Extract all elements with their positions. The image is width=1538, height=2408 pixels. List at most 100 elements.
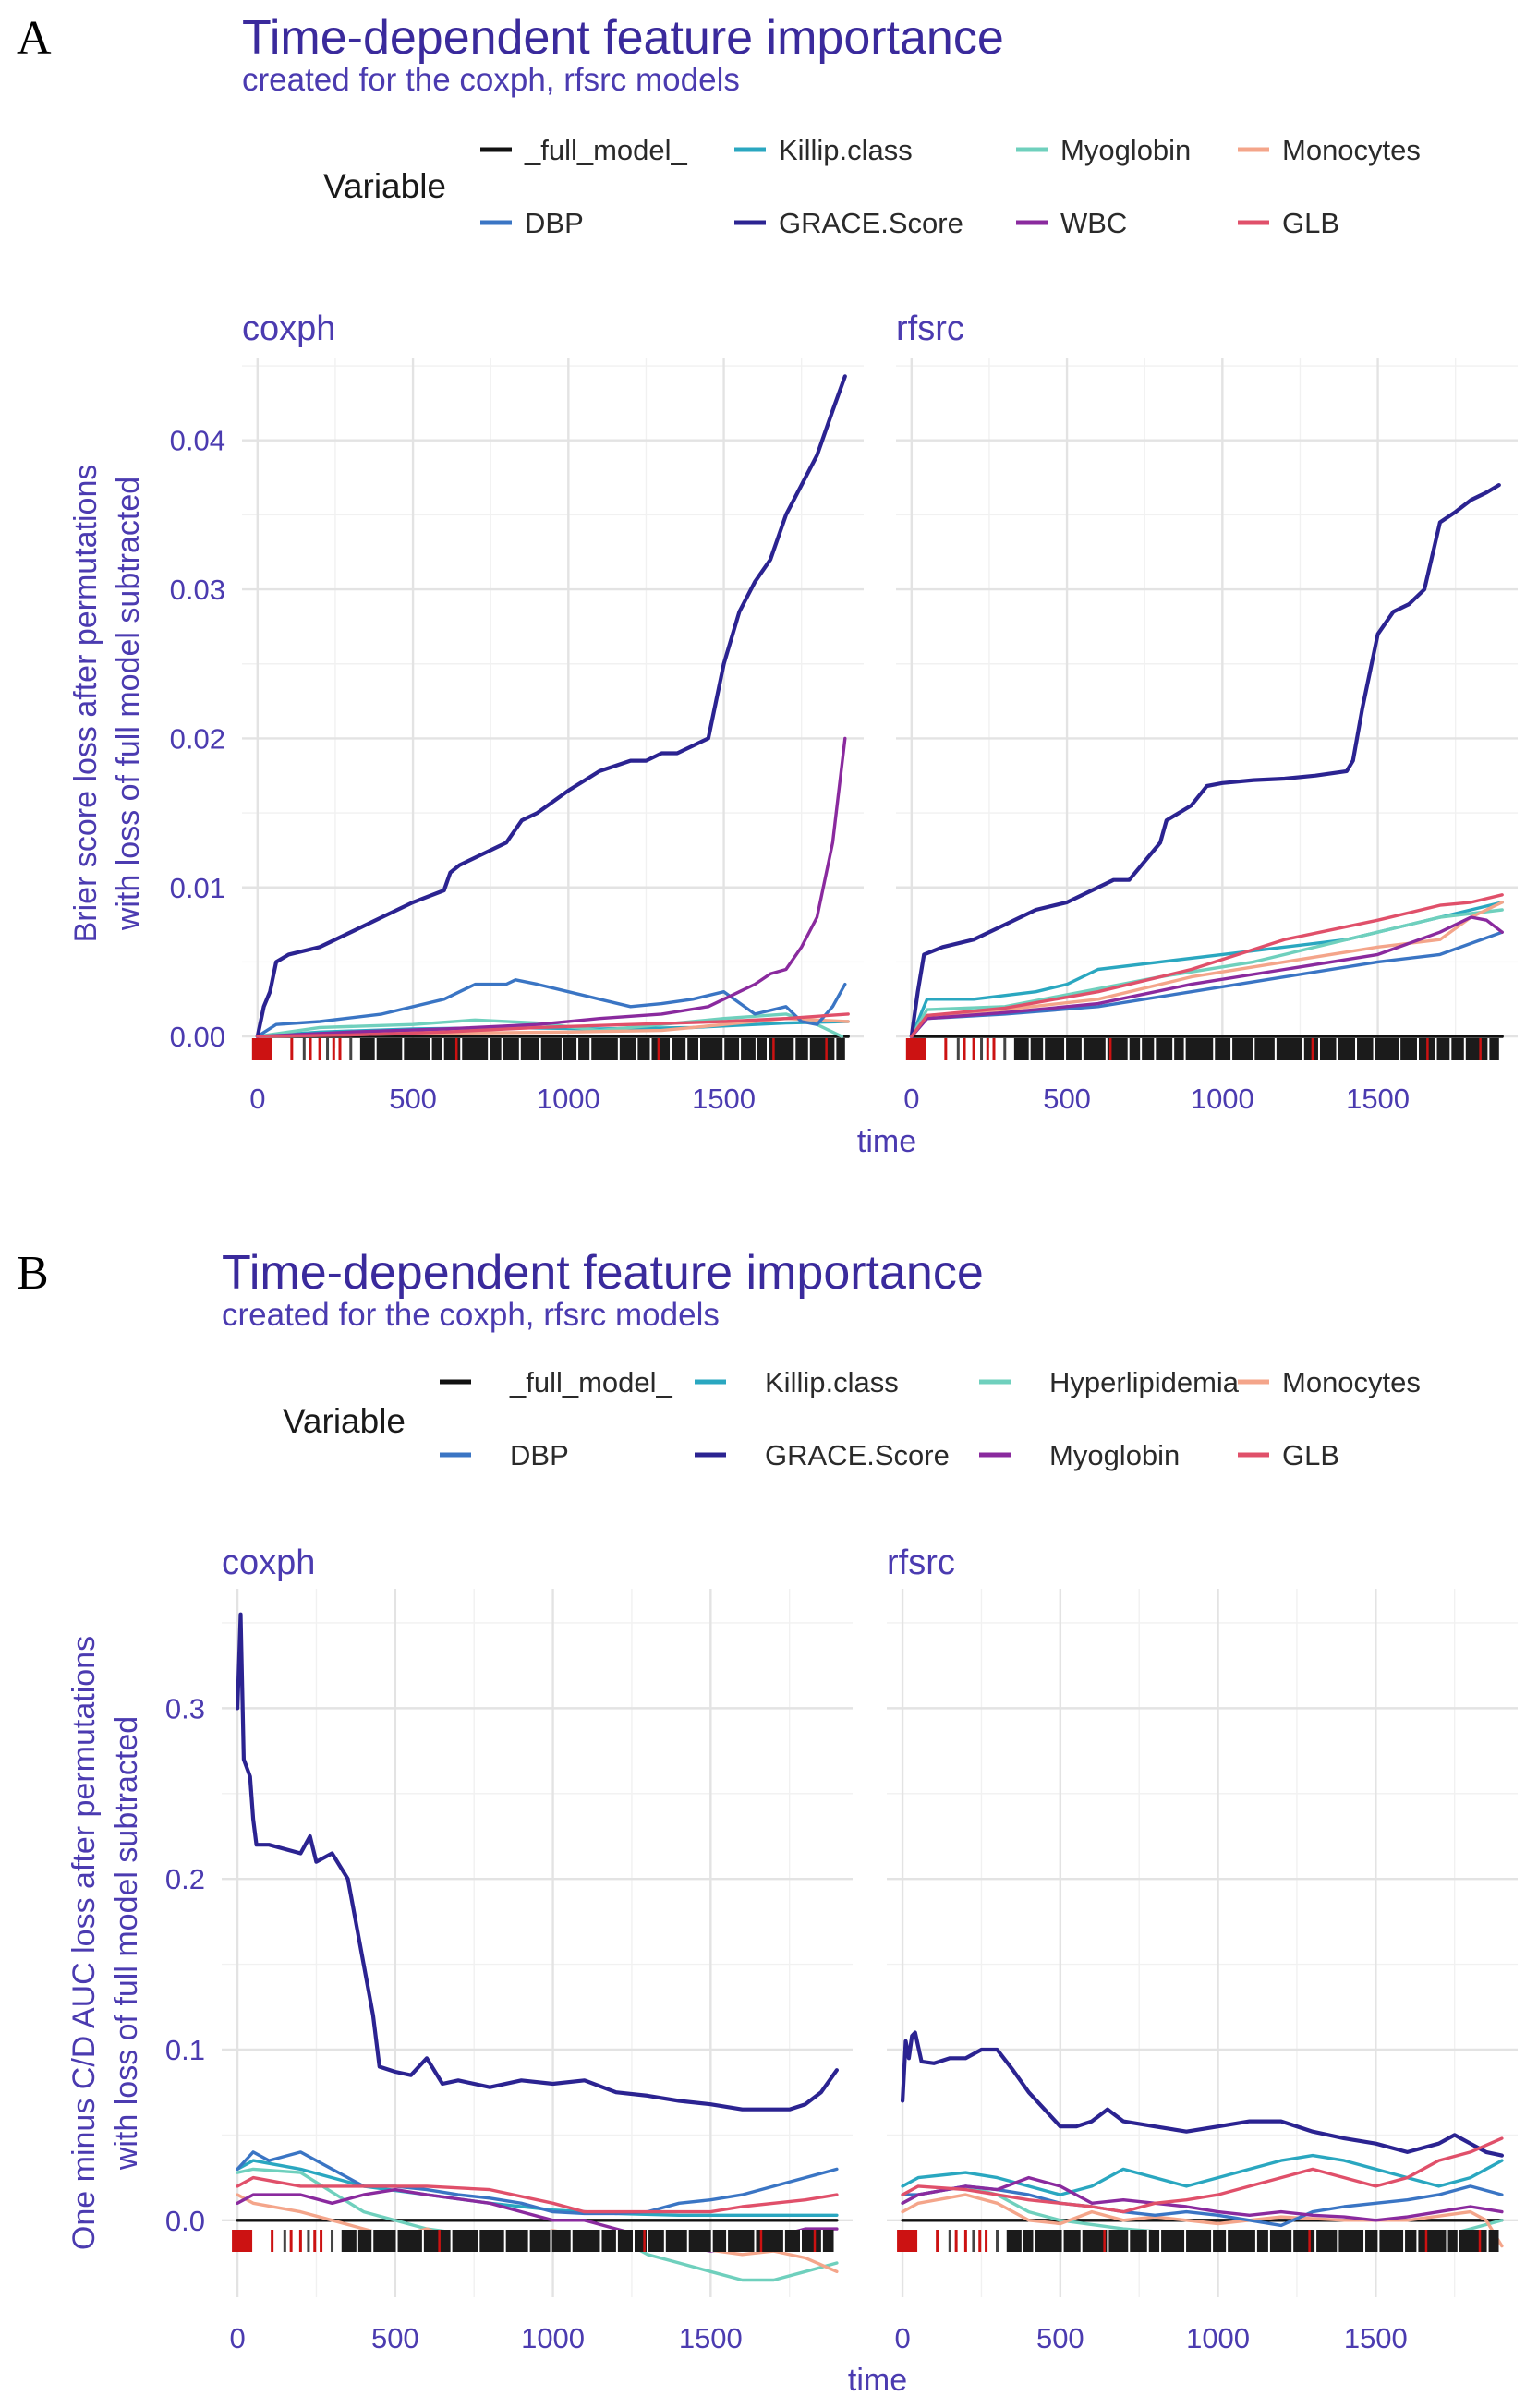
legend: Variable _full_model_ Killip.class Hyperlip…: [283, 1366, 1421, 1471]
rug: [897, 2230, 1499, 2252]
legend-label: _full_model_: [524, 134, 688, 166]
legend-label: WBC: [1060, 207, 1127, 239]
rug: [251, 1038, 845, 1060]
panel-letter: A: [17, 12, 52, 65]
x-tick-label: 500: [371, 2322, 419, 2354]
rug-block-event: [232, 2230, 253, 2252]
rug: [232, 2230, 834, 2252]
chart-subtitle: created for the coxph, rfsrc models: [242, 62, 740, 98]
facet-rfsrc: rfsrc 0 500 1000 1500: [896, 309, 1518, 1115]
series-line-myoglobin: [901, 2175, 1504, 2222]
legend-item: Monocytes: [1238, 134, 1421, 166]
x-tick-label: 0: [229, 2322, 245, 2354]
legend-item: _full_model_: [440, 1366, 673, 1398]
y-axis-title-line2: with loss of full model subtracted: [111, 477, 146, 931]
legend-item: Monocytes: [1238, 1366, 1421, 1398]
facet-rfsrc: rfsrc 0 500 1000 1500: [887, 1543, 1518, 2354]
legend-item: Myoglobin: [1016, 134, 1191, 166]
series-line-glb: [256, 1012, 850, 1038]
rug: [905, 1038, 1499, 1060]
legend-label: GRACE.Score: [779, 207, 963, 239]
legend-label: Killip.class: [779, 134, 913, 166]
y-axis-title-line2: with loss of full model subtracted: [109, 1716, 144, 2171]
series-line-dbp: [910, 930, 1504, 1038]
legend-label: Killip.class: [765, 1366, 899, 1398]
rug-block-censor: [359, 1038, 845, 1060]
y-tick-label: 0.3: [165, 1692, 205, 1724]
x-tick-label: 1000: [1186, 2322, 1250, 2354]
legend-label: GLB: [1282, 207, 1339, 239]
legend-label: Monocytes: [1282, 134, 1421, 166]
y-tick-label: 0.00: [170, 1021, 225, 1053]
legend-item: DBP: [440, 1439, 569, 1471]
x-axis-title: time: [848, 2363, 907, 2398]
rug-block-event: [905, 1038, 926, 1060]
series-line-wbc: [910, 915, 1504, 1038]
legend-label: GLB: [1282, 1439, 1339, 1471]
x-tick-label: 1000: [537, 1083, 600, 1115]
series-line-monocytes: [901, 2193, 1504, 2248]
series-lines: [901, 2030, 1504, 2248]
facet-label: coxph: [242, 309, 335, 348]
legend-item: Killip.class: [695, 1366, 899, 1398]
x-tick-label: 1500: [1344, 2322, 1408, 2354]
y-tick-label: 0.04: [170, 425, 225, 457]
gridlines: [242, 358, 864, 1048]
facet-coxph: coxph 0 500 1000 1500: [222, 1543, 853, 2354]
gridlines: [222, 1589, 853, 2297]
panel-a: A Time-dependent feature importancecreate…: [17, 11, 1518, 1159]
legend-label: Myoglobin: [1049, 1439, 1180, 1471]
legend-item: DBP: [480, 207, 584, 239]
legend-item: WBC: [1016, 207, 1127, 239]
chart-title: Time-dependent feature importance: [222, 1246, 984, 1300]
y-axis-title-line1: One minus C/D AUC loss after permutation…: [67, 1636, 102, 2250]
series-line-glb: [236, 2175, 839, 2214]
x-tick-label: 0: [894, 2322, 910, 2354]
legend-label: DBP: [510, 1439, 569, 1471]
legend-item: GLB: [1238, 207, 1339, 239]
rug-block-censor: [341, 2230, 834, 2252]
legend-label: Myoglobin: [1060, 134, 1191, 166]
x-tick-label: 500: [1043, 1083, 1091, 1115]
series-line-dbp: [901, 2184, 1504, 2228]
chart-title: Time-dependent feature importance: [242, 11, 1004, 65]
series-line-grace-score: [236, 1612, 839, 2112]
legend-label: Monocytes: [1282, 1366, 1421, 1398]
rug-block-event: [897, 2230, 918, 2252]
legend-title: Variable: [283, 1402, 406, 1440]
series-line-killip-class: [901, 2153, 1504, 2196]
legend-item: _full_model_: [480, 134, 688, 166]
legend-item: GRACE.Score: [734, 207, 963, 239]
legend-item: Hyperlipidemia: [979, 1366, 1240, 1398]
legend-label: _full_model_: [509, 1366, 673, 1398]
x-axis-title: time: [857, 1124, 916, 1159]
x-tick-label: 0: [903, 1083, 919, 1115]
facet-coxph: coxph 0 500 1000 1500: [242, 309, 864, 1115]
series-line-wbc: [256, 736, 847, 1038]
legend-label: GRACE.Score: [765, 1439, 950, 1471]
series-line-killip-class: [236, 2159, 839, 2217]
series-line-glb: [910, 893, 1504, 1038]
gridlines: [896, 358, 1518, 1048]
legend-label: DBP: [525, 207, 584, 239]
y-tick-label: 0.1: [165, 2034, 205, 2066]
legend-item: GRACE.Score: [695, 1439, 950, 1471]
facet-label: rfsrc: [887, 1543, 955, 1582]
x-tick-label: 500: [389, 1083, 437, 1115]
x-tick-label: 1500: [679, 2322, 743, 2354]
x-tick-label: 500: [1036, 2322, 1084, 2354]
legend-item: Myoglobin: [979, 1439, 1180, 1471]
series-lines: [909, 483, 1504, 1039]
y-tick-label: 0.02: [170, 722, 225, 755]
series-line-grace-score: [909, 483, 1501, 1039]
x-tick-label: 1000: [521, 2322, 585, 2354]
x-tick-label: 1500: [1346, 1083, 1410, 1115]
rug-block-censor: [1013, 1038, 1499, 1060]
x-tick-label: 1500: [692, 1083, 756, 1115]
legend: Variable _full_model_ Killip.class Myoglobi…: [323, 134, 1421, 239]
x-tick-label: 1000: [1191, 1083, 1254, 1115]
chart-subtitle: created for the coxph, rfsrc models: [222, 1297, 720, 1333]
y-tick-label: 0.01: [170, 872, 225, 904]
legend-item: GLB: [1238, 1439, 1339, 1471]
